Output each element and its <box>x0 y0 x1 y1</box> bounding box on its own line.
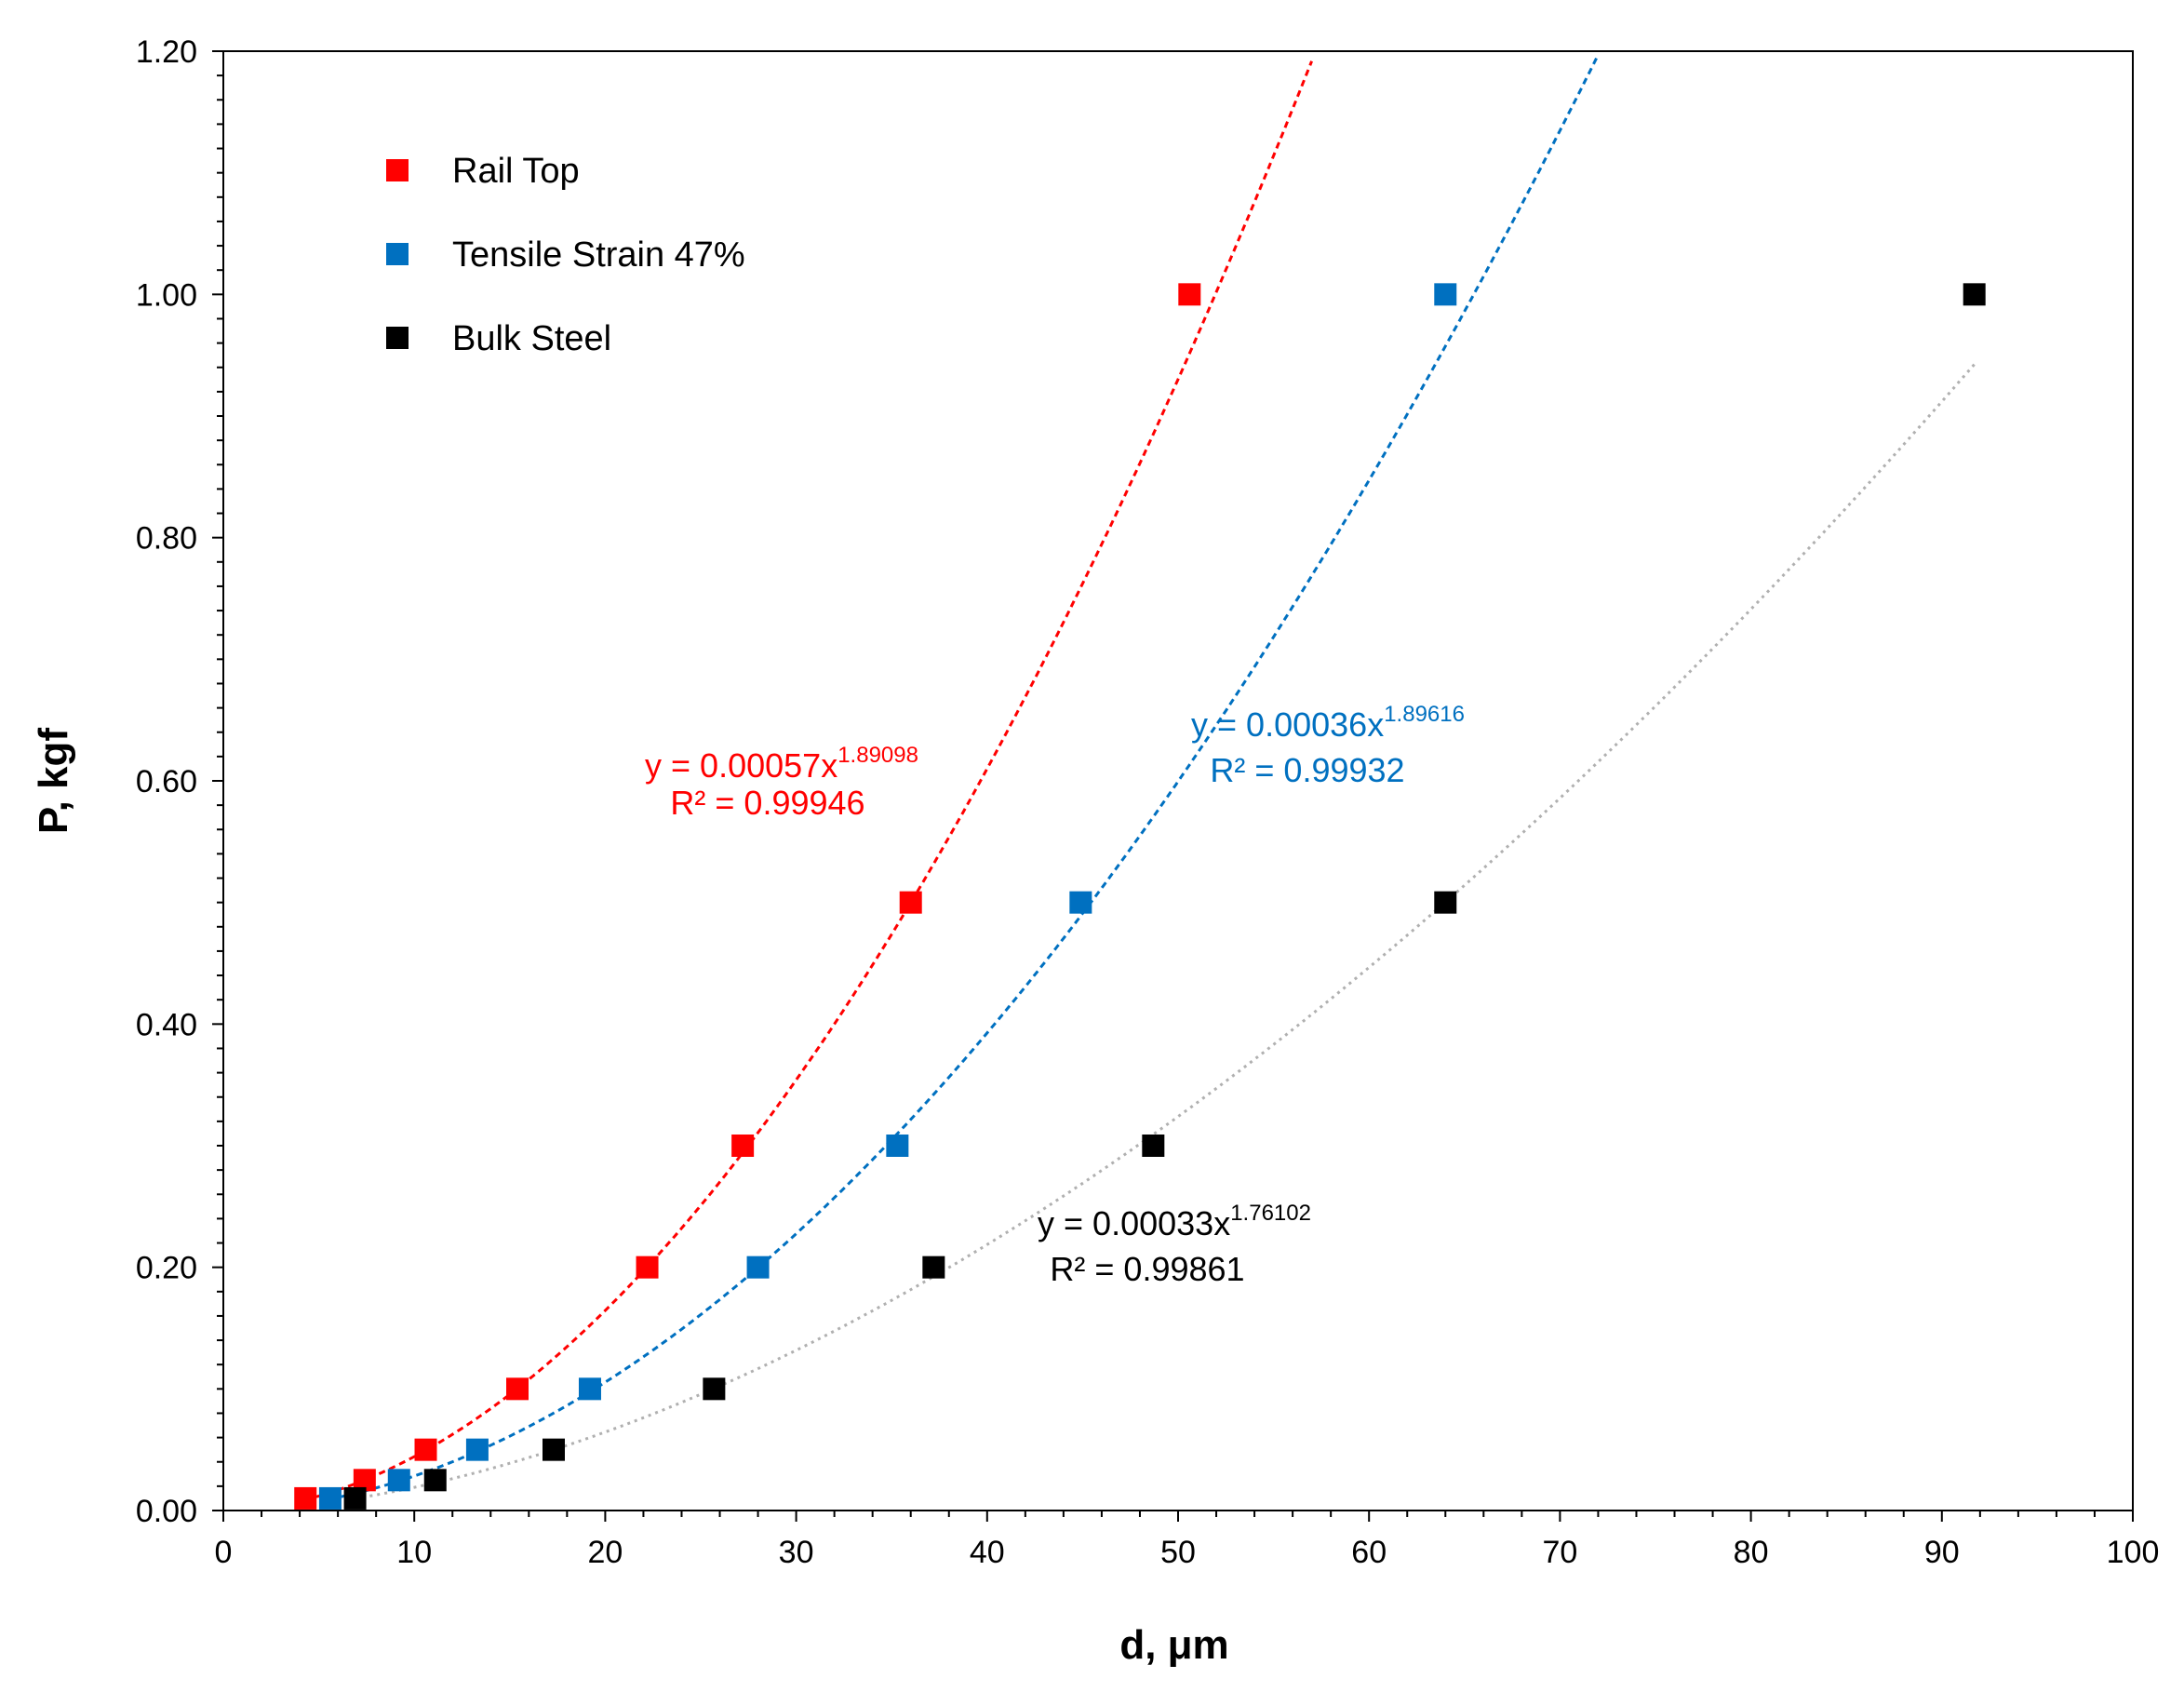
x-tick-label: 50 <box>1160 1535 1196 1570</box>
data-point <box>1142 1135 1165 1157</box>
x-tick-label: 20 <box>587 1535 623 1570</box>
data-point <box>703 1377 726 1401</box>
legend-label: Bulk Steel <box>452 319 611 358</box>
legend-label: Tensile Strain 47% <box>452 235 745 275</box>
x-axis: 0 10 20 30 40 50 60 70 80 90 100 <box>215 1511 2160 1570</box>
data-point <box>746 1256 770 1279</box>
x-tick-label: 40 <box>970 1535 1005 1570</box>
data-point <box>387 1469 410 1492</box>
trendline-equation: y = 0.00057x1.89098 <box>645 743 918 785</box>
data-point <box>294 1486 317 1510</box>
x-tick-label: 30 <box>779 1535 814 1570</box>
data-point <box>465 1438 489 1461</box>
trendline-equation: y = 0.00036x1.89616 <box>1191 702 1465 744</box>
data-point <box>414 1438 437 1461</box>
data-point <box>506 1377 529 1401</box>
trendline-r-squared: R² = 0.99946 <box>670 784 864 822</box>
trendline-equation: y = 0.00033x1.76102 <box>1038 1201 1311 1242</box>
trendline-rail-top <box>304 60 1313 1501</box>
x-tick-label: 90 <box>1924 1535 1960 1570</box>
x-axis-title: d, μm <box>1119 1622 1228 1668</box>
x-tick-label: 0 <box>215 1535 233 1570</box>
data-point <box>318 1486 342 1510</box>
y-tick-label: 0.20 <box>136 1251 197 1286</box>
data-point <box>922 1256 945 1279</box>
y-axis: 0.00 0.20 0.40 0.60 0.80 1.00 1.20 <box>136 34 223 1529</box>
x-tick-label: 100 <box>2107 1535 2160 1570</box>
trendline-r-squared: R² = 0.99932 <box>1210 751 1404 789</box>
x-tick-label: 80 <box>1734 1535 1769 1570</box>
y-tick-label: 0.00 <box>136 1494 197 1529</box>
data-point <box>1069 891 1092 914</box>
y-tick-label: 0.60 <box>136 764 197 799</box>
plot-area <box>222 50 2134 1511</box>
data-point <box>423 1469 447 1492</box>
x-tick-label: 60 <box>1351 1535 1387 1570</box>
data-point <box>343 1486 367 1510</box>
legend-marker <box>386 327 409 349</box>
legend-marker <box>386 159 409 181</box>
x-tick-label: 10 <box>396 1535 432 1570</box>
data-point <box>578 1377 601 1401</box>
data-point <box>1434 891 1457 914</box>
y-tick-label: 0.40 <box>136 1007 197 1042</box>
data-point <box>542 1438 565 1461</box>
y-tick-label: 1.00 <box>136 277 197 313</box>
trendline-r-squared: R² = 0.99861 <box>1050 1250 1244 1288</box>
y-axis-title: P, kgf <box>31 728 76 834</box>
x-tick-label: 70 <box>1542 1535 1577 1570</box>
data-point <box>731 1135 755 1157</box>
y-tick-label: 0.80 <box>136 521 197 557</box>
legend-marker <box>386 243 409 265</box>
data-point <box>1434 283 1457 306</box>
trendline-tensile-strain-47- <box>329 54 1600 1501</box>
legend-label: Rail Top <box>452 152 580 191</box>
data-point <box>636 1256 659 1279</box>
y-tick-label: 1.20 <box>136 34 197 70</box>
data-point <box>1963 283 1986 306</box>
data-point <box>899 891 922 914</box>
data-markers <box>294 283 1986 1510</box>
trendlines <box>304 54 1976 1501</box>
legend: Rail Top Tensile Strain 47% Bulk Steel <box>386 152 745 358</box>
data-point <box>1178 283 1201 306</box>
data-point <box>886 1135 909 1157</box>
